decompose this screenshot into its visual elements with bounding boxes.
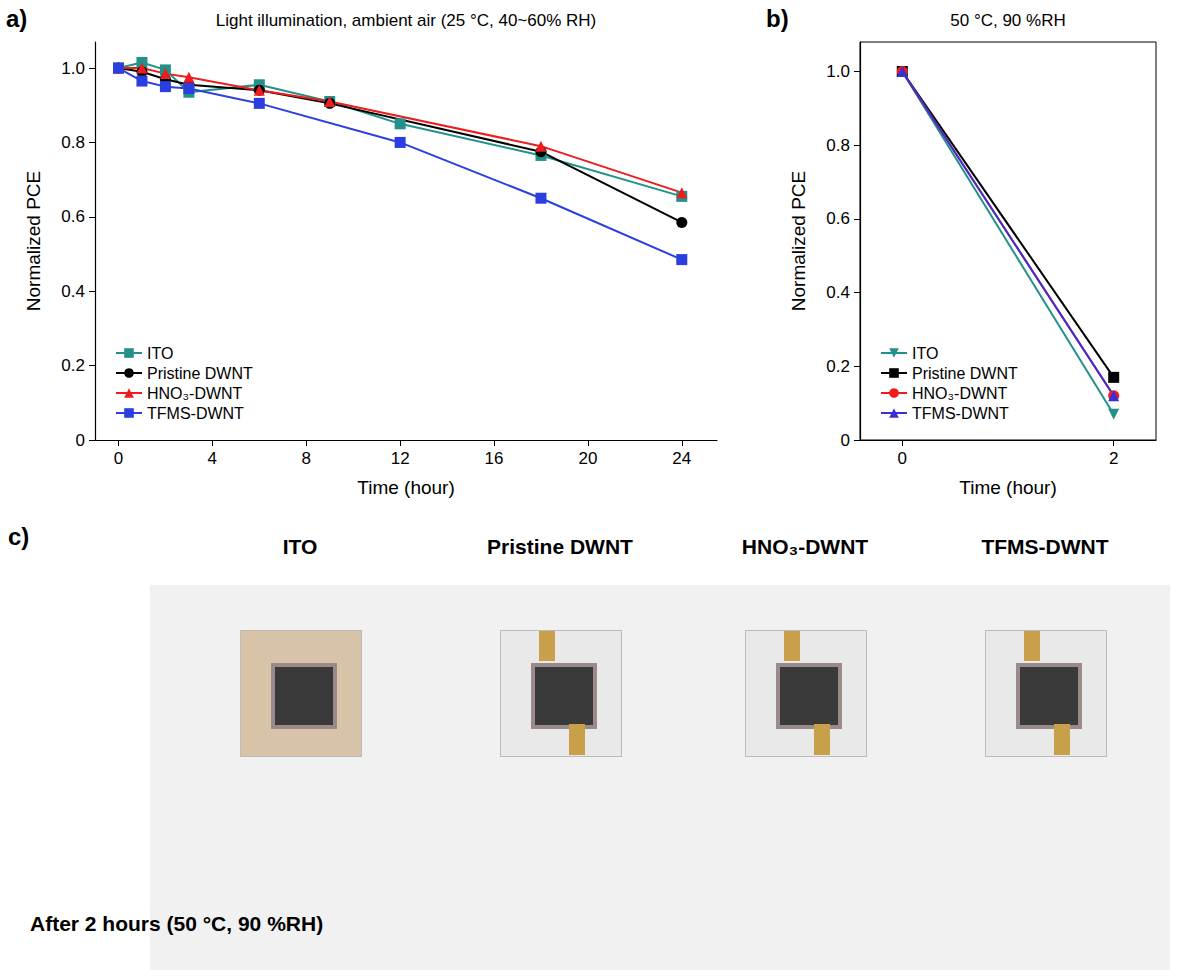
svg-text:20: 20	[578, 449, 597, 468]
svg-text:0: 0	[114, 449, 123, 468]
svg-text:1.0: 1.0	[61, 59, 85, 78]
html-text:ITO: ITO	[282, 535, 318, 558]
svg-text:1.0: 1.0	[826, 62, 850, 81]
svg-text:0: 0	[841, 431, 850, 450]
svg-text:Time (hour): Time (hour)	[959, 477, 1056, 498]
svg-text:0.6: 0.6	[61, 207, 85, 226]
svg-text:0.8: 0.8	[61, 133, 85, 152]
html-text:Pristine DWNT: Pristine DWNT	[487, 535, 633, 558]
html-text:c): c)	[8, 523, 30, 550]
svg-text:0: 0	[76, 431, 85, 450]
html-text:HNO₃-DWNT: HNO₃-DWNT	[741, 535, 869, 558]
svg-text:TFMS-DWNT: TFMS-DWNT	[147, 405, 244, 422]
svg-text:12: 12	[391, 449, 410, 468]
svg-text:16: 16	[485, 449, 504, 468]
svg-text:24: 24	[672, 449, 691, 468]
svg-text:ITO: ITO	[147, 345, 173, 362]
svg-text:0.4: 0.4	[61, 282, 85, 301]
svg-text:ITO: ITO	[912, 345, 938, 362]
svg-text:0.6: 0.6	[826, 209, 850, 228]
svg-text:a): a)	[6, 5, 27, 32]
svg-text:0.4: 0.4	[826, 283, 850, 302]
svg-text:Light illumination, ambient ai: Light illumination, ambient air (25 °C, …	[216, 11, 597, 30]
svg-text:HNO₃-DWNT: HNO₃-DWNT	[147, 385, 243, 402]
svg-text:HNO₃-DWNT: HNO₃-DWNT	[912, 385, 1008, 402]
svg-text:0.2: 0.2	[61, 356, 85, 375]
svg-text:50 °C, 90 %RH: 50 °C, 90 %RH	[950, 11, 1065, 30]
svg-text:4: 4	[208, 449, 217, 468]
svg-text:Pristine DWNT: Pristine DWNT	[912, 365, 1018, 382]
svg-text:b): b)	[766, 5, 789, 32]
svg-text:Normalized PCE: Normalized PCE	[788, 171, 809, 311]
svg-text:TFMS-DWNT: TFMS-DWNT	[912, 405, 1009, 422]
svg-text:0.2: 0.2	[826, 357, 850, 376]
svg-text:Normalized PCE: Normalized PCE	[23, 171, 44, 311]
svg-text:0: 0	[898, 449, 907, 468]
svg-text:0.8: 0.8	[826, 136, 850, 155]
svg-text:8: 8	[302, 449, 311, 468]
svg-text:2: 2	[1109, 449, 1118, 468]
html-text:After 2 hours (50 °C, 90 %RH): After 2 hours (50 °C, 90 %RH)	[30, 912, 324, 935]
svg-text:Pristine DWNT: Pristine DWNT	[147, 365, 253, 382]
svg-text:Time (hour): Time (hour)	[357, 477, 454, 498]
html-text:TFMS-DWNT: TFMS-DWNT	[981, 535, 1109, 558]
